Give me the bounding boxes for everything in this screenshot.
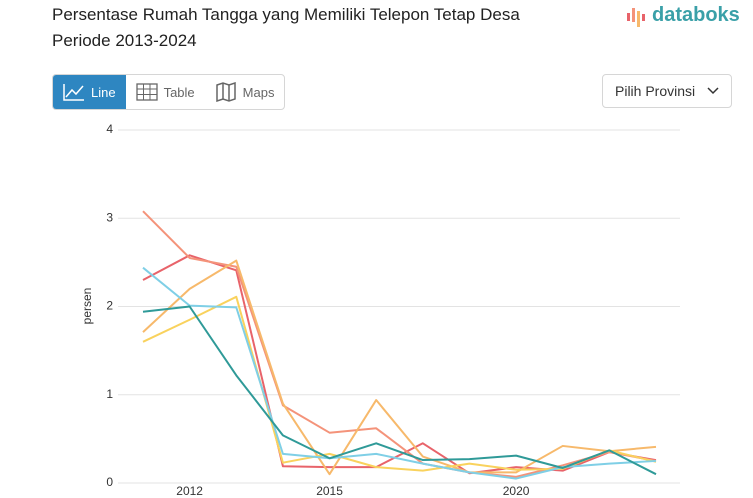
logo-icon xyxy=(627,7,645,27)
table-icon xyxy=(135,83,158,101)
logo-text: databoks xyxy=(652,4,740,26)
series-line xyxy=(142,259,657,476)
series-line xyxy=(142,295,657,472)
view-tabs: Line Table Maps xyxy=(52,74,286,110)
line-icon xyxy=(63,84,84,101)
tab-label: Line xyxy=(91,84,116,100)
logo[interactable]: databoks xyxy=(626,4,740,27)
dropdown-label: Pilih Provinsi xyxy=(615,83,696,99)
x-tick-label: 2015 xyxy=(316,484,343,498)
y-tick-label: 2 xyxy=(106,299,113,313)
y-tick-label: 0 xyxy=(106,475,113,489)
province-dropdown[interactable]: Pilih Provinsi xyxy=(602,74,732,108)
series-line xyxy=(142,305,657,476)
tab[interactable]: Line xyxy=(53,75,126,109)
series-line xyxy=(142,266,657,480)
series-line xyxy=(142,210,657,478)
tab[interactable]: Maps xyxy=(205,75,285,109)
map-icon xyxy=(215,82,236,102)
y-tick-label: 1 xyxy=(106,387,113,401)
tab-label: Table xyxy=(163,84,195,100)
chevron xyxy=(707,87,719,95)
series-line xyxy=(142,254,657,475)
x-tick-label: 2020 xyxy=(503,484,530,498)
tab-label: Maps xyxy=(242,84,275,100)
y-tick-label: 4 xyxy=(106,122,113,136)
chart-title: Persentase Rumah Tangga yang Memiliki Te… xyxy=(52,5,520,50)
x-tick-label: 2012 xyxy=(176,484,203,498)
tab[interactable]: Table xyxy=(126,75,205,109)
y-axis-label: persen xyxy=(80,288,94,325)
y-tick-label: 3 xyxy=(106,210,113,224)
